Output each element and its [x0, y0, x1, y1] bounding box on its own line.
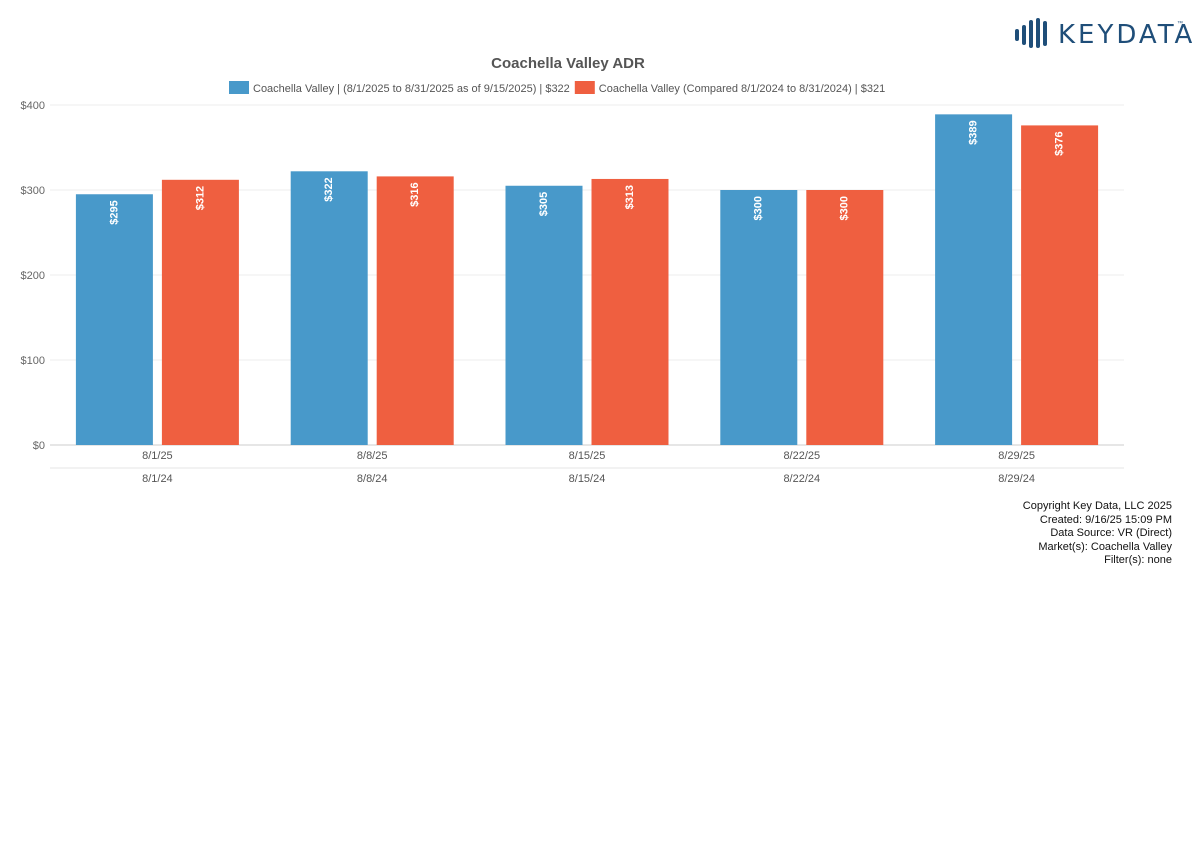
data-label-series2-3: $313 — [624, 185, 636, 209]
bar-series2-1 — [161, 179, 239, 446]
data-label-series2-2: $316 — [409, 182, 421, 206]
y-tick-label: $300 — [21, 185, 45, 197]
bar-series2-2 — [376, 176, 454, 445]
data-label-series1-2: $322 — [323, 177, 335, 201]
footer-created: Created: 9/16/25 15:09 PM — [1039, 513, 1172, 526]
logo-bars-icon — [1015, 18, 1047, 48]
logo-trademark: ™ — [1177, 21, 1183, 27]
bar-series2-3 — [591, 178, 669, 445]
legend-swatch-2 — [574, 81, 595, 94]
y-tick-label: $100 — [21, 355, 45, 367]
footer-copyright: Copyright Key Data, LLC 2025 — [1022, 500, 1172, 512]
legend-label-2: Coachella Valley (Compared 8/1/2024 to 8… — [599, 83, 885, 95]
keydata-logo: KEYDATA ™ — [1014, 16, 1194, 50]
footer-markets: Market(s): Coachella Valley — [1038, 540, 1172, 553]
legend-label-1: Coachella Valley | (8/1/2025 to 8/31/202… — [253, 83, 570, 95]
x-tick-label-secondary: 8/15/24 — [569, 473, 606, 485]
bar-series1-2 — [290, 171, 368, 446]
x-tick-label: 8/29/25 — [998, 450, 1035, 462]
bar-series1-3 — [505, 185, 583, 445]
footer-data-source: Data Source: VR (Direct) — [1050, 527, 1172, 539]
x-tick-label: 8/22/25 — [783, 450, 820, 462]
logo-text: KEYDATA — [1058, 20, 1196, 50]
data-label-series1-4: $300 — [753, 196, 765, 220]
x-tick-label: 8/15/25 — [569, 450, 606, 462]
x-tick-label-secondary: 8/29/24 — [998, 473, 1035, 485]
y-tick-label: $400 — [21, 100, 45, 112]
y-tick-label: $0 — [33, 440, 45, 452]
data-label-series2-1: $312 — [194, 186, 206, 210]
bar-series1-4 — [720, 190, 798, 445]
y-tick-label: $200 — [21, 270, 45, 282]
legend-swatch-1 — [229, 81, 249, 94]
x-tick-label-secondary: 8/8/24 — [357, 473, 388, 485]
bar-series2-5 — [1021, 125, 1099, 446]
x-tick-label-secondary: 8/1/24 — [142, 473, 173, 485]
data-label-series1-3: $305 — [538, 192, 550, 216]
data-label-series2-5: $376 — [1054, 131, 1066, 155]
adr-chart: Coachella Valley ADR Coachella Valley | (… — [21, 55, 1124, 485]
data-label-series1-5: $389 — [968, 120, 980, 144]
bar-series2-4 — [806, 190, 884, 445]
x-tick-label-secondary: 8/22/24 — [783, 473, 820, 485]
chart-title: Coachella Valley ADR — [491, 55, 645, 72]
bar-series1-5 — [935, 114, 1013, 445]
x-tick-label: 8/1/25 — [142, 450, 173, 462]
x-tick-label: 8/8/25 — [357, 450, 388, 462]
data-label-series1-1: $295 — [108, 200, 120, 224]
footer-filters: Filter(s): none — [1104, 554, 1172, 566]
footer-info: Copyright Key Data, LLC 2025 Created: 9/… — [1023, 500, 1172, 568]
data-label-series2-4: $300 — [839, 196, 851, 220]
bar-series1-1 — [75, 194, 153, 445]
